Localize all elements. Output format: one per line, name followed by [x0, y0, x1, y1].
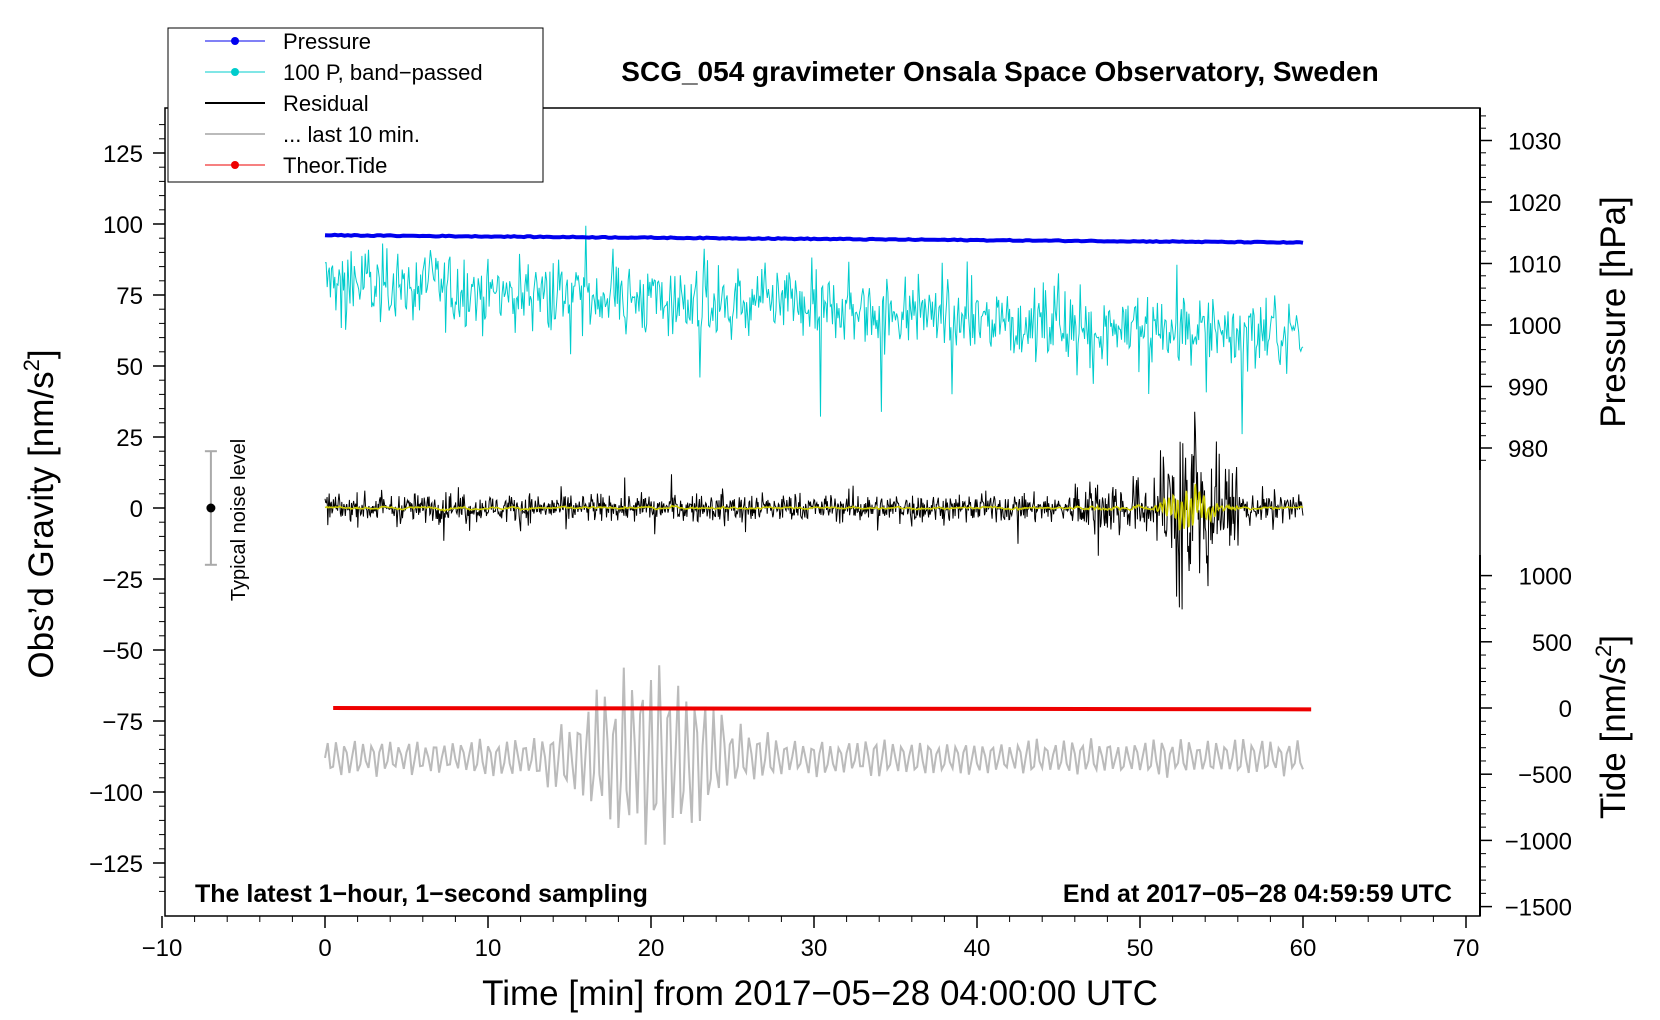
pressure-tick-label: 1030 [1508, 129, 1561, 156]
series-last-10-min [324, 665, 1304, 845]
tide-axis-label: Tide [nm/s2] [1591, 635, 1633, 819]
legend-swatch-marker [231, 161, 239, 169]
left-tick-label: −100 [89, 780, 143, 807]
noise-level-indicator: Typical noise level [204, 439, 250, 601]
x-tick-label: 30 [801, 935, 828, 962]
x-tick-label: 0 [318, 935, 331, 962]
x-tick-label: 50 [1127, 935, 1154, 962]
left-tick-label: 100 [103, 212, 143, 239]
series-residual [324, 411, 1304, 610]
tide-tick-label: −500 [1518, 762, 1572, 789]
pressure-tick-label: 1020 [1508, 190, 1561, 217]
left-tick-label: 125 [103, 141, 143, 168]
series-pressure [324, 232, 1304, 245]
x-tick-label: −10 [142, 935, 183, 962]
tide-tick-label: −1000 [1505, 828, 1572, 855]
plot-frame [164, 107, 1481, 917]
left-tick-label: 0 [130, 496, 143, 523]
annotation-latest-hour: The latest 1−hour, 1−second sampling [195, 880, 648, 908]
legend-label: 100 P, band−passed [283, 60, 483, 85]
left-tick-label: −125 [89, 851, 143, 878]
x-tick-label: 10 [475, 935, 502, 962]
series-pressure-bandpassed [324, 225, 1304, 435]
tide-tick-label: −1500 [1505, 895, 1572, 922]
x-tick-label: 20 [638, 935, 665, 962]
legend-box [167, 27, 544, 183]
x-tick-label: 40 [964, 935, 991, 962]
annotation-end-time: End at 2017−05−28 04:59:59 UTC [1063, 880, 1452, 908]
legend-swatch-marker [231, 37, 239, 45]
noise-level-label: Typical noise level [228, 439, 250, 601]
tide-tick-label: 1000 [1519, 564, 1572, 591]
pressure-tick-label: 990 [1508, 375, 1548, 402]
noise-bar-dot [206, 503, 216, 513]
tide-tick-label: 500 [1532, 630, 1572, 657]
pressure-tick-label: 980 [1508, 436, 1548, 463]
series-residual-smoothed [324, 483, 1304, 531]
legend-swatch-marker [231, 68, 239, 76]
left-tick-label: −25 [102, 567, 143, 594]
pressure-tick-label: 1010 [1508, 252, 1561, 279]
legend-label: Residual [283, 91, 369, 116]
tide-tick-label: 0 [1559, 696, 1572, 723]
left-tick-label: 25 [116, 425, 143, 452]
x-tick-label: 60 [1290, 935, 1317, 962]
legend-label: ... last 10 min. [283, 122, 420, 147]
x-axis-label: Time [min] from 2017−05−28 04:00:00 UTC [482, 974, 1158, 1013]
left-tick-label: −75 [102, 709, 143, 736]
legend-label: Pressure [283, 29, 371, 54]
pressure-axis-label: Pressure [hPa] [1594, 196, 1633, 428]
chart-title: SCG_054 gravimeter Onsala Space Observat… [621, 56, 1378, 87]
series-theoretical-tide [333, 706, 1312, 712]
legend-label: Theor.Tide [283, 153, 387, 178]
left-tick-label: 75 [116, 283, 143, 310]
legend: Pressure 100 P, band−passed Residual ... la… [167, 27, 544, 183]
left-axis-label: Obs’d Gravity [nm/s2] [19, 349, 61, 678]
axes: −10 0 10 20 30 40 50 60 701251007550250−25−50−75… [89, 108, 1572, 962]
left-tick-label: 50 [116, 354, 143, 381]
left-tick-label: −50 [102, 638, 143, 665]
pressure-tick-label: 1000 [1508, 313, 1561, 340]
plot-area [324, 225, 1312, 845]
x-tick-label: 70 [1453, 935, 1480, 962]
